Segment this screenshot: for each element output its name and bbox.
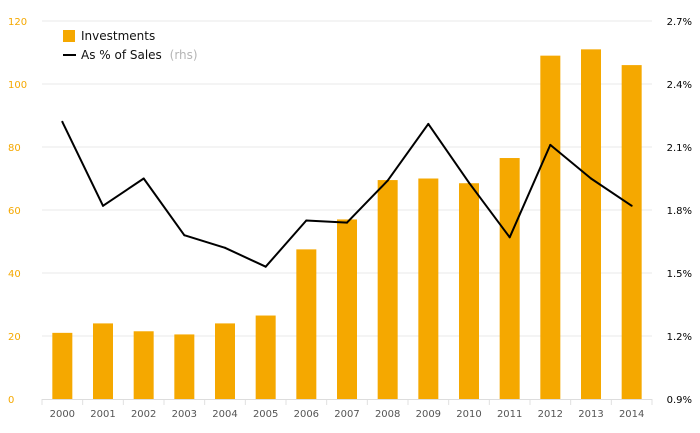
bar [93,323,113,399]
y-right-tick-label: 2.1% [667,143,692,154]
bar [133,331,154,399]
line-point [305,219,308,222]
bar [540,55,561,400]
x-tick-label: 2005 [253,409,278,420]
legend-label-sales-ratio-main: As % of Sales [81,48,162,62]
bar [581,49,601,399]
legend-swatch-investments [63,30,75,42]
y-right-tick-label: 1.2% [667,332,692,343]
legend-label-investments: Investments [81,29,155,43]
y-left-tick-label: 60 [8,206,21,217]
line-point [386,179,389,182]
line-point [224,246,226,249]
line-point [427,122,430,125]
legend: Investments As % of Sales (rhs) [63,29,198,62]
y-left-tick-label: 100 [8,80,27,91]
y-left-tick-label: 80 [8,143,21,154]
bar [255,315,276,399]
bar [296,249,317,399]
bar [337,219,357,399]
x-tick-label: 2011 [497,409,522,420]
x-tick-label: 2004 [212,409,237,420]
axes: 0 0.9% 20 1.2% 40 1.5% 60 1.8% 80 2.1% 100 2.4% 120 2… [8,17,692,420]
x-tick-label: 2013 [578,409,603,420]
line-point [102,204,104,207]
line-series [61,120,633,268]
x-tick-label: 2008 [375,409,400,420]
line-point [630,204,633,207]
line-point [142,177,145,180]
line-point [468,181,470,184]
x-tick-label: 2007 [334,409,359,420]
y-left-tick-label: 40 [8,269,21,280]
x-tick-label: 2003 [172,409,197,420]
x-tick-label: 2000 [50,409,75,420]
y-left-tick-label: 20 [8,332,21,343]
x-tick-label: 2006 [294,409,319,420]
bar [418,178,439,399]
line-point [549,143,552,146]
bar-series [52,49,642,400]
bar [215,323,235,399]
x-tick-label: 2002 [131,409,156,420]
bar [174,334,195,399]
y-left-tick-label: 120 [8,17,27,28]
legend-label-sales-ratio: As % of Sales (rhs) [81,48,198,62]
y-right-tick-label: 0.9% [667,395,692,406]
x-tick-label: 2009 [416,409,441,420]
y-left-tick-label: 0 [8,395,14,406]
x-tick-label: 2014 [619,409,644,420]
bar [377,180,398,399]
x-tick-label: 2010 [456,409,481,420]
legend-label-sales-ratio-suffix: (rhs) [170,48,198,62]
line-point [590,177,592,180]
bar [459,183,479,399]
bar [52,332,73,399]
line-point [61,120,64,123]
y-right-tick-label: 2.4% [667,80,692,91]
y-right-tick-label: 1.8% [667,206,692,217]
line-point [183,234,186,237]
y-right-tick-label: 1.5% [667,269,692,280]
x-tick-label: 2012 [538,409,563,420]
line-point [508,236,511,239]
bar [499,158,520,399]
y-right-tick-label: 2.7% [667,17,692,28]
line-point [264,265,267,268]
line-point [346,221,348,224]
x-tick-label: 2001 [90,409,115,420]
bar [621,65,642,399]
